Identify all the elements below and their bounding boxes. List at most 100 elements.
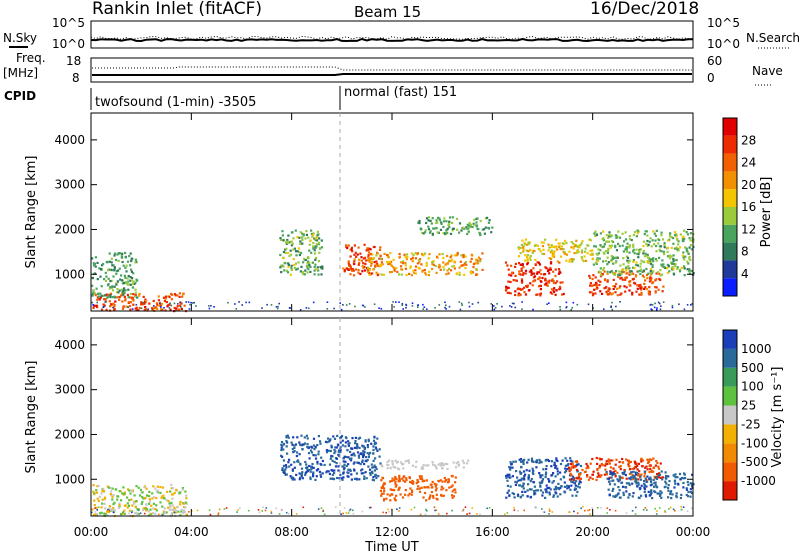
power-cell-7	[534, 258, 537, 261]
velocity-cell-0	[135, 500, 138, 503]
velocity-speckle	[128, 512, 130, 515]
power-cell-7	[583, 255, 586, 258]
power-cell-9	[660, 234, 663, 237]
power-cell-7	[523, 243, 526, 246]
velocity-cell-2	[330, 444, 333, 447]
power-cell-8	[650, 279, 653, 282]
velocity-cell-5	[552, 495, 555, 498]
power-cell-5	[486, 216, 489, 219]
velocity-cell-2	[316, 462, 319, 465]
velocity-cell-7	[665, 482, 668, 485]
power-cell-2	[279, 238, 283, 241]
power-cell-5	[440, 222, 443, 225]
power-speckle	[180, 306, 182, 308]
velocity-cell-2	[337, 465, 340, 468]
velocity-cell-7	[608, 494, 611, 497]
power-cell-2	[305, 230, 308, 233]
power-cell-4	[476, 259, 479, 262]
power-cell-8	[619, 277, 622, 280]
power-cell-4	[458, 273, 461, 276]
power-cell-3	[350, 248, 353, 251]
velocity-cell-2	[356, 443, 359, 446]
velocity-cell-0	[135, 511, 138, 514]
velocity-cell-7	[628, 483, 631, 486]
power-cell-9	[638, 248, 641, 251]
velocity-cell-2	[364, 439, 367, 442]
velocity-cell-6	[596, 475, 599, 478]
velocity-cell-0	[126, 506, 129, 509]
velocity-cell-0	[170, 483, 173, 486]
velocity-speckle	[317, 508, 320, 510]
power-cell-9	[635, 235, 638, 238]
power-cell-6	[532, 280, 535, 283]
power-cell-0	[178, 295, 181, 298]
power-cell-6	[518, 272, 521, 275]
power-cell-4	[458, 266, 461, 269]
velocity-cell-4	[394, 476, 397, 479]
power-cell-9	[675, 246, 678, 249]
velocity-cell-0	[138, 494, 142, 497]
velocity-cell-0	[111, 498, 114, 501]
power-cell-5	[458, 231, 461, 234]
power-cell-0	[158, 304, 161, 307]
power-cell-4	[387, 262, 390, 266]
power-cell-0	[125, 305, 128, 308]
power-cell-8	[622, 271, 625, 274]
velocity-cell-3	[435, 467, 438, 470]
velocity-cell-5	[506, 473, 509, 476]
power-cell-4	[439, 268, 442, 271]
velocity-cell-6	[652, 470, 655, 473]
power-cell-2	[295, 268, 298, 271]
power-cell-7	[523, 241, 526, 244]
power-cell-5	[466, 223, 469, 226]
velocity-cell-2	[318, 470, 322, 473]
power-cell-1	[99, 292, 102, 295]
velocity-cell-2	[359, 452, 362, 456]
power-cell-6	[553, 287, 556, 290]
velocity-cell-5	[517, 479, 520, 482]
velocity-speckle	[462, 508, 465, 511]
power-cell-8	[642, 275, 646, 279]
velocity-cell-5	[534, 489, 538, 492]
velocity-speckle	[466, 513, 468, 515]
power-cell-9	[666, 255, 670, 258]
velocity-cell-6	[597, 472, 600, 475]
noise-search-trace	[90, 35, 693, 41]
velocity-cell-2	[332, 435, 335, 438]
velocity-cell-5	[548, 491, 551, 494]
velocity-cell-7	[621, 485, 625, 488]
power-cell-8	[593, 288, 596, 291]
velocity-speckle	[534, 506, 537, 508]
velocity-cell-7	[667, 486, 670, 490]
power-cell-6	[552, 280, 555, 283]
power-cell-4	[470, 272, 473, 275]
power-cell-7	[572, 247, 575, 250]
velocity-cell-2	[339, 474, 342, 477]
velocity-cell-2	[367, 438, 370, 441]
power-cell-7	[555, 245, 558, 248]
power-cell-9	[639, 262, 642, 265]
power-cell-8	[648, 290, 651, 293]
power-cell-6	[538, 285, 541, 288]
power-speckle	[208, 305, 210, 307]
power-cell-2	[298, 253, 301, 257]
power-cell-7	[565, 242, 568, 245]
velocity-speckle	[170, 513, 172, 516]
power-cell-9	[606, 263, 609, 266]
velocity-speckle	[464, 506, 467, 508]
velocity-cell-5	[563, 471, 567, 474]
power-cell-4	[405, 273, 408, 277]
power-cell-9	[661, 264, 664, 267]
power-cell-4	[420, 263, 423, 266]
power-cell-7	[529, 258, 532, 261]
velocity-cell-5	[511, 492, 514, 495]
velocity-cell-3	[439, 462, 442, 465]
x-axis-label: Time UT	[364, 540, 418, 554]
velocity-cell-2	[363, 475, 366, 478]
power-cell-1	[116, 288, 119, 291]
power-cell-7	[584, 259, 588, 262]
power-speckle	[187, 301, 190, 303]
velocity-cell-0	[116, 495, 119, 498]
velocity-cell-2	[333, 448, 336, 452]
velocity-cell-0	[110, 490, 113, 493]
